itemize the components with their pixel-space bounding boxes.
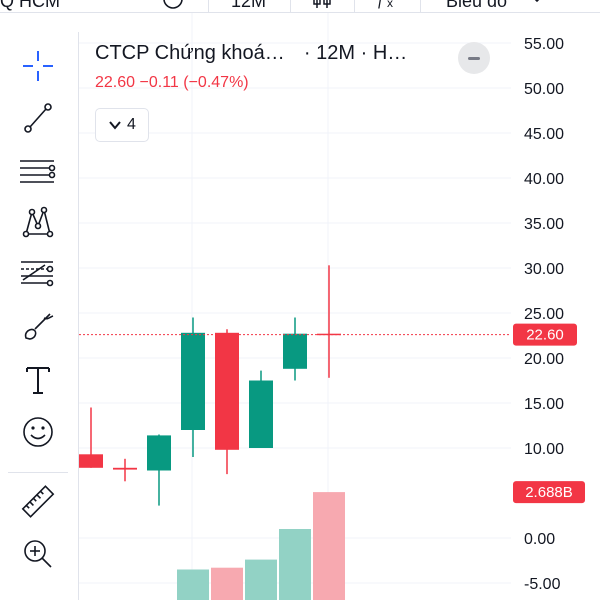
candle-body: [283, 333, 307, 369]
last-price: 22.60: [95, 74, 136, 91]
chevron-down-icon[interactable]: [530, 0, 544, 11]
brush-icon[interactable]: [16, 306, 60, 346]
price-change-percent: (−0.47%): [183, 74, 249, 91]
legend-values: 22.60 −0.11 (−0.47%): [95, 74, 407, 92]
forecast-icon[interactable]: [16, 254, 60, 294]
volume-bar: [245, 559, 277, 600]
price-change: −0.11: [139, 74, 179, 91]
emoji-icon[interactable]: [16, 412, 60, 452]
candle-body: [79, 454, 103, 468]
zoom-in-icon[interactable]: [16, 534, 60, 574]
legend-separator: ·: [303, 42, 311, 64]
minus-icon: [468, 56, 480, 60]
trend-line-icon[interactable]: [16, 98, 60, 138]
volume-bar: [279, 529, 311, 600]
indicators-count: 4: [127, 116, 136, 133]
y-axis-tick-label: 15.00: [524, 396, 564, 413]
svg-text:x: x: [387, 0, 393, 10]
volume-badge: [513, 481, 585, 504]
symbol-name: CTCP Chứng khoá…: [95, 42, 285, 64]
price-chart[interactable]: 55.0050.0045.0040.0035.0030.0025.0020.00…: [79, 13, 600, 600]
drawing-toolbar: [0, 32, 79, 600]
candle-body: [147, 435, 171, 471]
y-axis-tick-label: 0.00: [524, 531, 555, 548]
volume-badge-label: 2.688B: [525, 484, 573, 501]
legend-interval: 12M: [316, 42, 356, 64]
y-axis-tick-label: 45.00: [524, 126, 564, 143]
y-axis-tick-label: -5.00: [524, 576, 561, 593]
last-price-badge-label: 22.60: [526, 327, 564, 344]
interval-button[interactable]: 12M: [231, 0, 267, 11]
minimize-button[interactable]: [458, 42, 490, 74]
last-price-badge: [513, 323, 577, 346]
chart-legend: CTCP Chứng khoá… · 12M · H… 22.60 −0.11 …: [95, 42, 407, 92]
candle-body: [113, 467, 137, 470]
y-axis-tick-label: 30.00: [524, 261, 564, 278]
volume-bar: [177, 569, 209, 600]
y-axis-tick-label: 10.00: [524, 441, 564, 458]
legend-separator: ·: [360, 42, 368, 64]
candle-body: [181, 332, 205, 430]
y-axis-tick-label: 20.00: [524, 351, 564, 368]
y-axis-tick-label: 40.00: [524, 171, 564, 188]
clock-icon[interactable]: [162, 0, 184, 12]
y-axis-tick-label: 50.00: [524, 81, 564, 98]
ruler-icon[interactable]: [16, 482, 60, 522]
y-axis-tick-label: 25.00: [524, 306, 564, 323]
candle-body: [215, 332, 239, 450]
candles-icon[interactable]: [312, 0, 332, 12]
text-icon[interactable]: [16, 360, 60, 400]
y-axis-tick-label: 55.00: [524, 36, 564, 53]
crosshair-icon[interactable]: [16, 46, 60, 86]
horizontal-lines-icon[interactable]: [16, 150, 60, 190]
indicators-collapse-button[interactable]: 4: [95, 108, 149, 142]
pattern-icon[interactable]: [16, 202, 60, 242]
volume-bar: [211, 567, 243, 600]
symbol-search-button[interactable]: Q HCM: [0, 0, 60, 11]
svg-text:f: f: [378, 0, 385, 9]
legend-title-row[interactable]: CTCP Chứng khoá… · 12M · H…: [95, 42, 407, 65]
candle-body: [249, 380, 273, 448]
chart-menu-button[interactable]: Biểu đồ: [446, 0, 508, 11]
legend-exchange: H…: [372, 42, 408, 64]
chevron-down-icon: [109, 121, 121, 130]
volume-bar: [313, 492, 345, 600]
y-axis-tick-label: 35.00: [524, 216, 564, 233]
